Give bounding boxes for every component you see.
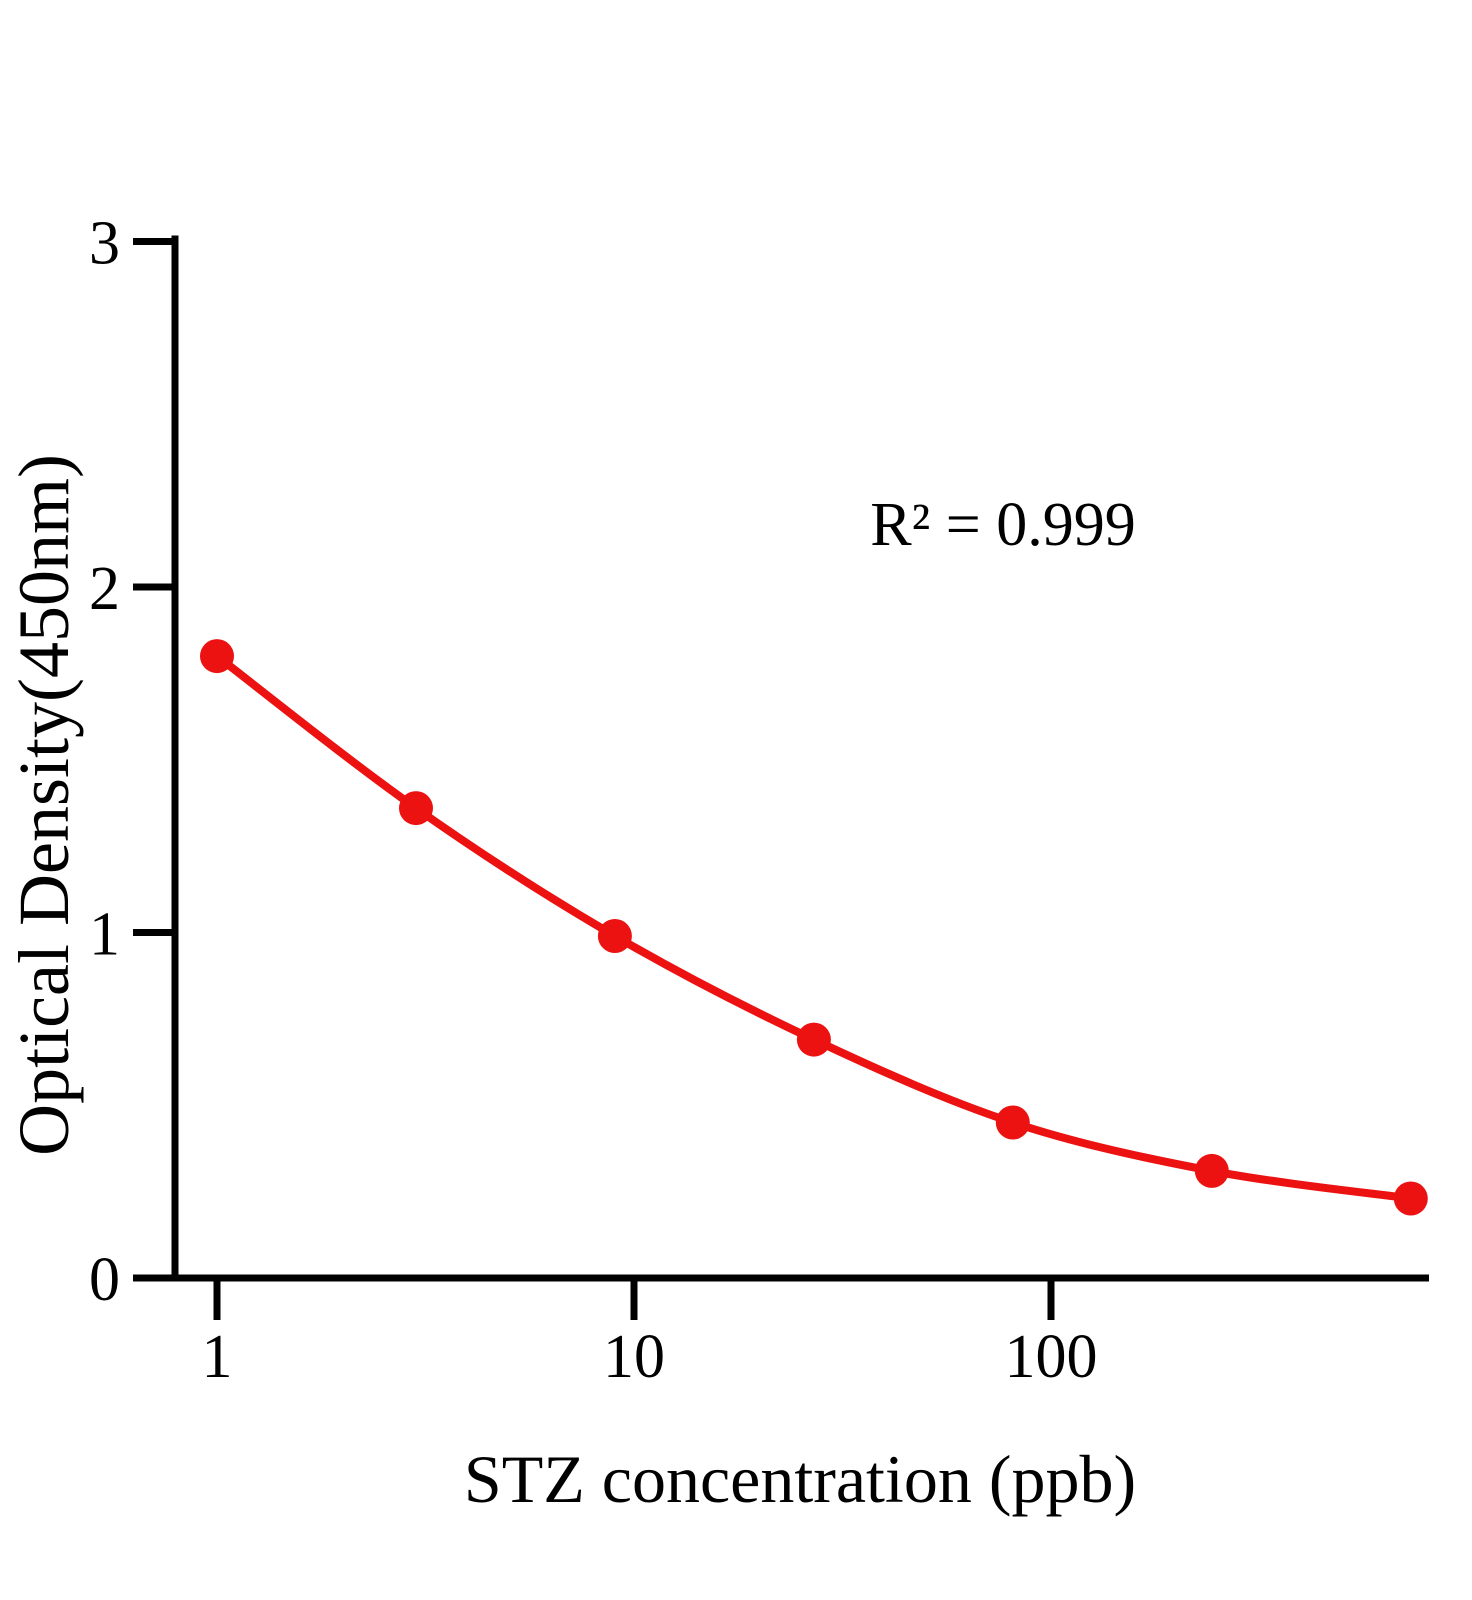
x-tick-label: 1 (202, 1323, 233, 1391)
y-tick-label: 0 (89, 1246, 120, 1314)
data-point-marker (1393, 1181, 1428, 1216)
y-tick-label: 3 (89, 210, 120, 278)
data-point-marker (399, 791, 433, 826)
y-tick-label: 2 (89, 555, 120, 623)
data-point-marker (597, 919, 632, 953)
x-axis-title: STZ concentration (ppb) (464, 1441, 1136, 1517)
y-axis-title: Optical Density(450nm) (4, 454, 84, 1156)
x-tick-label: 100 (1005, 1323, 1098, 1391)
data-point-marker (1194, 1153, 1229, 1188)
y-tick-label: 1 (89, 901, 120, 969)
data-point-marker (796, 1022, 831, 1057)
data-series (200, 639, 1428, 1216)
r-squared-annotation: R² = 0.999 (870, 491, 1135, 559)
data-point-marker (200, 639, 234, 674)
x-tick-label: 10 (603, 1323, 665, 1391)
data-point-marker (995, 1105, 1030, 1140)
axes: 0 1 2 3 1 10 100 (89, 210, 1429, 1391)
curve-line (213, 652, 1415, 1203)
